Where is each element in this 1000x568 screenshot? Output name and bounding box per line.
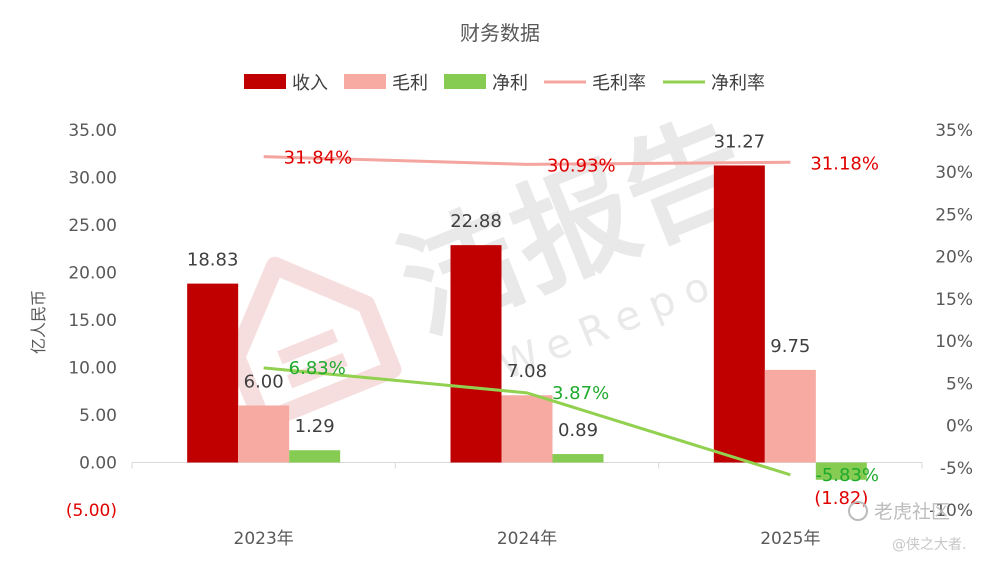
left-axis-ticks: (5.00) 0.00 5.00 10.00 15.00 20.00 25.00 30.00 3… [66,121,117,521]
right-tick-label: 35% [935,121,973,141]
right-tick-label: -5% [940,459,973,479]
left-tick-label: 10.00 [68,359,117,379]
right-tick-label: 10% [935,332,973,352]
left-tick-label: 15.00 [68,311,117,331]
left-tick-label: 30.00 [68,169,117,189]
bar-value-label: 6.00 [244,372,284,393]
category-label: 2023年 [234,529,294,549]
category-label: 2024年 [497,529,557,549]
line-value-label: 3.87% [552,383,609,404]
right-tick-label: 0% [946,417,973,437]
line-value-label: -5.83% [815,465,879,486]
legend-label: 毛利率 [592,73,646,94]
legend-label: 收入 [292,73,328,94]
corner-logo: 老虎社区 @侠之大者. [849,501,966,553]
left-tick-label: 35.00 [68,121,117,141]
right-axis-ticks: -10%-5%0%5%10%15%20%25%30%35% [929,121,973,521]
legend-label: 净利率 [711,73,765,94]
legend-swatch [444,74,486,89]
right-tick-label: 30% [935,163,973,183]
line-value-label: 31.18% [810,153,879,174]
bar-value-label: 7.08 [507,361,547,382]
bar-value-label: 18.83 [187,250,239,271]
line-value-label: 31.84% [284,148,353,169]
corner-brand: 老虎社区 [874,501,950,523]
bar-value-label: 0.89 [558,420,598,441]
legend: 收入 毛利 净利 毛利率 净利率 [244,73,765,94]
category-label: 2025年 [760,529,820,549]
bar-value-label: (1.82) [814,488,868,509]
left-tick-label: 5.00 [79,406,117,426]
bar-收入 [451,245,502,462]
bar-收入 [187,284,238,463]
bar-毛利 [238,406,289,463]
right-tick-label: 15% [935,290,973,310]
legend-label: 毛利 [392,73,428,94]
right-tick-label: 25% [935,205,973,225]
left-tick-label: (5.00) [66,501,117,521]
legend-swatch [244,74,286,89]
bar-净利 [553,454,604,462]
bar-毛利 [502,395,553,462]
line-value-label: 30.93% [547,155,616,176]
right-tick-label: 20% [935,248,973,268]
x-axis-ticks [132,463,922,469]
left-tick-label: 20.00 [68,264,117,284]
left-tick-label: 0.00 [79,454,117,474]
line-value-label: 6.83% [289,358,346,379]
bar-value-label: 1.29 [295,416,335,437]
bar-value-label: 22.88 [450,211,502,232]
bar-收入 [714,165,765,462]
bar-净利 [289,450,340,462]
category-labels: 2023年 2024年 2025年 [234,529,821,549]
bar-毛利 [765,370,816,463]
corner-author: @侠之大者. [892,537,966,553]
y-axis-label: 亿人民币 [29,290,48,354]
bar-value-label: 31.27 [714,131,766,152]
chart-title: 财务数据 [460,21,540,45]
left-tick-label: 25.00 [68,216,117,236]
bar-value-label: 9.75 [770,336,810,357]
legend-swatch [344,74,386,89]
legend-label: 净利 [492,73,528,94]
right-tick-label: 5% [946,374,973,394]
